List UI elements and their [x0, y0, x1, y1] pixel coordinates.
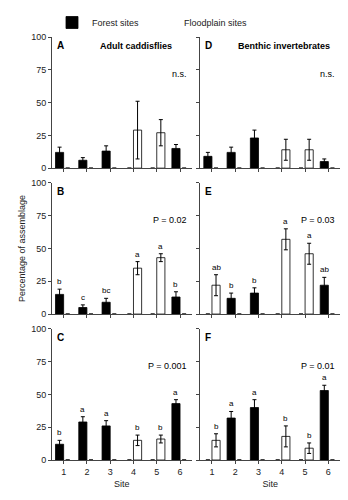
- svg-text:n.s.: n.s.: [320, 69, 335, 79]
- svg-text:b: b: [214, 422, 219, 431]
- svg-text:5: 5: [154, 467, 159, 477]
- svg-text:n.s.: n.s.: [172, 69, 187, 79]
- svg-text:a: a: [135, 250, 140, 259]
- svg-text:a: a: [104, 409, 109, 418]
- svg-text:75: 75: [36, 65, 46, 75]
- svg-text:25: 25: [36, 276, 46, 286]
- svg-text:P = 0.001: P = 0.001: [148, 361, 187, 371]
- svg-text:100: 100: [31, 178, 46, 188]
- svg-text:a: a: [283, 217, 288, 226]
- svg-text:Adult caddisflies: Adult caddisflies: [100, 41, 172, 51]
- svg-text:100: 100: [31, 324, 46, 334]
- svg-text:b: b: [307, 431, 312, 440]
- svg-text:5: 5: [303, 467, 308, 477]
- svg-text:4: 4: [279, 467, 284, 477]
- svg-text:2: 2: [233, 467, 238, 477]
- svg-text:a: a: [322, 373, 327, 382]
- svg-text:D: D: [205, 40, 212, 51]
- svg-text:a: a: [158, 242, 163, 251]
- svg-text:Benthic invertebrates: Benthic invertebrates: [238, 41, 330, 51]
- svg-text:3: 3: [108, 467, 113, 477]
- svg-text:F: F: [205, 332, 211, 343]
- svg-text:b: b: [158, 423, 163, 432]
- svg-text:a: a: [252, 388, 257, 397]
- svg-text:2: 2: [84, 467, 89, 477]
- svg-text:a: a: [307, 231, 312, 240]
- svg-text:Site: Site: [114, 479, 130, 489]
- svg-text:50: 50: [36, 390, 46, 400]
- svg-text:A: A: [57, 40, 64, 51]
- svg-text:b: b: [173, 280, 178, 289]
- svg-text:0: 0: [41, 309, 46, 319]
- svg-text:a: a: [173, 388, 178, 397]
- svg-text:4: 4: [131, 467, 136, 477]
- svg-text:Site: Site: [262, 479, 278, 489]
- svg-text:6: 6: [326, 467, 331, 477]
- svg-text:ab: ab: [212, 263, 221, 272]
- svg-text:3: 3: [256, 467, 261, 477]
- svg-text:bc: bc: [102, 286, 110, 295]
- svg-text:b: b: [57, 277, 62, 286]
- svg-text:Floodplain sites: Floodplain sites: [184, 18, 247, 28]
- svg-text:0: 0: [41, 163, 46, 173]
- svg-text:b: b: [229, 281, 234, 290]
- svg-text:c: c: [81, 293, 85, 302]
- svg-text:E: E: [205, 186, 212, 197]
- svg-text:75: 75: [36, 211, 46, 221]
- svg-text:b: b: [57, 428, 62, 437]
- svg-text:25: 25: [36, 422, 46, 432]
- svg-text:a: a: [229, 399, 234, 408]
- svg-text:50: 50: [36, 98, 46, 108]
- svg-text:P = 0.03: P = 0.03: [301, 215, 335, 225]
- svg-text:100: 100: [31, 32, 46, 42]
- svg-text:75: 75: [36, 357, 46, 367]
- svg-text:1: 1: [209, 467, 214, 477]
- svg-text:0: 0: [41, 455, 46, 465]
- svg-text:ab: ab: [320, 265, 329, 274]
- svg-text:50: 50: [36, 244, 46, 254]
- svg-text:b: b: [135, 423, 140, 432]
- svg-text:P = 0.02: P = 0.02: [153, 215, 187, 225]
- svg-text:b: b: [252, 276, 257, 285]
- svg-text:Forest sites: Forest sites: [92, 18, 139, 28]
- svg-text:6: 6: [178, 467, 183, 477]
- svg-text:C: C: [57, 332, 64, 343]
- svg-text:25: 25: [36, 131, 46, 141]
- svg-text:B: B: [57, 186, 64, 197]
- svg-text:1: 1: [61, 467, 66, 477]
- svg-text:a: a: [80, 405, 85, 414]
- svg-text:P = 0.01: P = 0.01: [301, 361, 335, 371]
- svg-text:Percentage of assemblage: Percentage of assemblage: [17, 195, 27, 302]
- svg-text:b: b: [283, 414, 288, 423]
